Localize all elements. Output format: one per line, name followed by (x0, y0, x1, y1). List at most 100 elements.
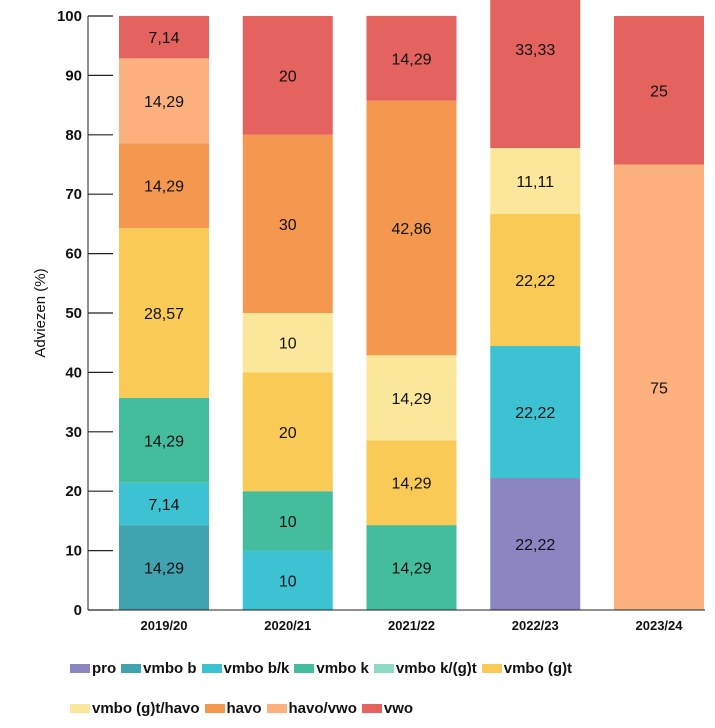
legend-swatch (373, 663, 394, 673)
data-label: 10 (279, 573, 297, 590)
legend-label: pro (92, 659, 117, 677)
data-label: 75 (650, 380, 668, 397)
bar-segment (366, 100, 457, 356)
bar-segment (242, 313, 333, 373)
bar-segment (119, 525, 209, 610)
legend-swatch (266, 703, 287, 713)
y-tick-label: 90 (65, 67, 82, 84)
bar-segment (614, 16, 704, 165)
legend-swatch (361, 703, 382, 713)
bar-segment (366, 440, 457, 526)
data-label: 14,29 (391, 561, 431, 578)
y-tick-label: 10 (65, 543, 82, 560)
data-label: 14,29 (391, 476, 431, 493)
y-tick-label: 60 (65, 246, 82, 263)
bar-segment (490, 0, 581, 149)
legend-label: vmbo b/k (223, 659, 290, 677)
y-tick-label: 50 (65, 305, 82, 322)
data-label: 25 (650, 83, 668, 100)
legend-item: vmbo (g)t/havo (70, 700, 200, 717)
legend-swatch (70, 663, 90, 673)
data-label: 28,57 (144, 306, 184, 323)
legend-swatch (70, 703, 90, 713)
data-label: 33,33 (515, 42, 555, 59)
bar-segment (119, 15, 209, 59)
legend-item: vmbo (g)t (481, 659, 573, 677)
data-label: 22,22 (515, 405, 555, 422)
legend-label: havo/vwo (288, 699, 357, 717)
x-tick-label: 2023/24 (636, 618, 684, 633)
legend-label: vmbo k (316, 659, 369, 677)
data-label: 14,29 (144, 179, 184, 196)
legend-item: vmbo k/(g)t (373, 659, 477, 677)
legend-item: havo/vwo (266, 699, 357, 717)
bar-segment (119, 397, 209, 483)
legend-row: pro vmbo b vmbo b/k vmbo k vmbo k/(g)t vmbo (… (70, 648, 710, 688)
bar-segment (242, 491, 333, 551)
data-label: 7,14 (148, 30, 179, 47)
data-label: 11,11 (516, 174, 554, 191)
bar-segment (242, 372, 333, 492)
bar-segment (119, 482, 209, 526)
bar-segment (119, 228, 209, 398)
data-label: 30 (279, 217, 297, 234)
x-tick-label: 2020/21 (264, 618, 311, 633)
x-axis: 2019/20 2020/21 2021/22 2022/23 2023/24 (88, 609, 705, 633)
data-label: 22,22 (515, 273, 555, 290)
legend: pro vmbo b vmbo b/k vmbo k vmbo k/(g)t vmbo (… (70, 648, 710, 728)
legend-item: havo (204, 699, 262, 717)
legend-item: pro (70, 660, 116, 677)
legend-item: vmbo k (294, 660, 369, 677)
bar-segment (242, 16, 333, 135)
data-label: 14,29 (391, 51, 431, 68)
legend-swatch (121, 663, 142, 673)
data-label: 14,29 (144, 94, 184, 111)
y-axis-label: Adviezen (%) (32, 268, 49, 357)
legend-item: vwo (361, 699, 414, 717)
bar-segment (366, 525, 457, 610)
x-tick-label: 2021/22 (388, 618, 435, 633)
legend-label: vwo (383, 699, 414, 717)
bar-segment (490, 214, 581, 347)
legend-label: havo (226, 699, 262, 717)
y-tick-label: 70 (65, 186, 82, 203)
x-tick-label: 2022/23 (512, 618, 559, 633)
bar-segment (366, 355, 457, 441)
bar-segment (490, 148, 581, 215)
bar-segment (490, 478, 581, 610)
legend-row: vmbo (g)t/havo havo havo/vwo vwo (70, 688, 710, 728)
y-tick-label: 40 (65, 364, 82, 381)
y-tick-label: 100 (57, 8, 82, 25)
data-label: 42,86 (391, 221, 431, 238)
legend-swatch (481, 663, 502, 673)
bar-segment (614, 164, 704, 610)
y-tick-label: 20 (65, 483, 82, 500)
data-label: 10 (279, 514, 297, 531)
bar-segment (490, 346, 581, 479)
legend-label: vmbo (g)t (503, 659, 573, 677)
data-label: 22,22 (515, 537, 555, 554)
data-label: 20 (279, 68, 297, 85)
y-tick-label: 30 (65, 424, 82, 441)
data-label: 14,29 (391, 391, 431, 408)
data-label: 14,29 (144, 561, 184, 578)
bar-segment (119, 143, 209, 229)
legend-swatch (201, 663, 222, 673)
y-axis: 0 10 20 30 40 50 60 70 80 90 100 (57, 8, 113, 619)
legend-item: vmbo b (121, 659, 197, 677)
legend-item: vmbo b/k (201, 659, 290, 677)
bar-segment (119, 58, 209, 144)
stacked-bar-chart: 0 10 20 30 40 50 60 70 80 90 100 14,29 7,14 14,29 28,… (32, 0, 705, 633)
y-tick-label: 0 (74, 602, 82, 619)
legend-swatch (204, 703, 225, 713)
legend-label: vmbo k/(g)t (395, 659, 477, 677)
data-label: 7,14 (148, 497, 179, 514)
legend-label: vmbo (g)t/havo (92, 699, 200, 717)
data-label: 14,29 (144, 433, 184, 450)
bars: 14,29 7,14 14,29 28,57 14,29 14,29 7,14 10 10 20 1… (119, 0, 704, 610)
bar-segment (242, 134, 333, 313)
bar-segment (366, 15, 457, 101)
data-label: 20 (279, 425, 297, 442)
data-label: 10 (279, 336, 297, 353)
legend-label: vmbo b (143, 659, 197, 677)
